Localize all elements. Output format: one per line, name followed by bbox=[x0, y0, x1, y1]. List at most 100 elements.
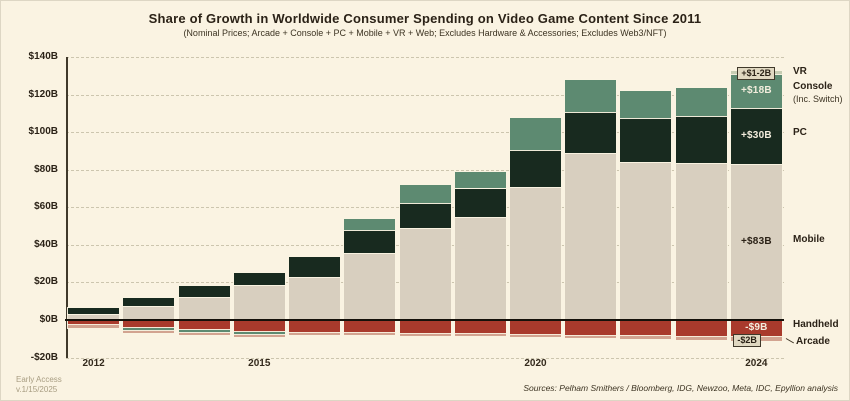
bar-2013-segment-arcade bbox=[123, 331, 175, 334]
bar-2012-segment-pc bbox=[68, 307, 120, 315]
bar-2017-segment-pc bbox=[344, 229, 396, 254]
bar-2023-segment-mobile bbox=[675, 163, 727, 320]
bar-2017-segment-console bbox=[344, 218, 396, 230]
bar-2023-segment-arcade bbox=[675, 336, 727, 340]
bar-2014-segment-arcade bbox=[178, 333, 230, 336]
bar-2020-segment-arcade bbox=[509, 335, 561, 337]
legend-label-vr: VR bbox=[793, 66, 807, 77]
bar-2015-segment-mobile bbox=[233, 285, 285, 320]
y-axis-label: $60B bbox=[34, 201, 58, 213]
bar-2016-segment-mobile bbox=[289, 276, 341, 320]
y-axis-label: $120B bbox=[28, 88, 58, 100]
bar-2022-segment-pc bbox=[620, 118, 672, 163]
bar-2016-segment-arcade bbox=[289, 333, 341, 336]
legend-sublabel-console: (Inc. Switch) bbox=[793, 94, 843, 104]
bar-2012-segment-arcade bbox=[68, 324, 120, 328]
bar-2020-segment-mobile bbox=[509, 186, 561, 320]
bar-2013-segment-handheld bbox=[123, 320, 175, 328]
bar-2019-segment-console bbox=[454, 171, 506, 189]
bar-2018-segment-handheld bbox=[399, 320, 451, 335]
y-axis-label: $0B bbox=[39, 314, 58, 325]
bar-2013-segment-console bbox=[123, 327, 175, 332]
bar-2021-segment-handheld bbox=[565, 320, 617, 336]
bar-2019-segment-mobile bbox=[454, 216, 506, 320]
bar-2019-segment-arcade bbox=[454, 334, 506, 336]
bar-2016-segment-handheld bbox=[289, 320, 341, 334]
bar-2022-segment-arcade bbox=[620, 335, 672, 339]
bar-2024-segment-pc bbox=[730, 107, 782, 165]
gridline-100 bbox=[66, 132, 784, 134]
bar-2014-segment-handheld bbox=[178, 320, 230, 331]
version-note-line1: Early Access bbox=[16, 375, 62, 384]
y-axis-label: $140B bbox=[28, 51, 58, 62]
bar-2019-segment-pc bbox=[454, 188, 506, 217]
x-axis-label-2012: 2012 bbox=[82, 358, 105, 369]
y-axis-label: $20B bbox=[34, 276, 58, 288]
bar-2018-segment-mobile bbox=[399, 227, 451, 320]
bar-2016-segment-pc bbox=[289, 257, 341, 277]
value-label-pc: +$30B bbox=[741, 129, 772, 141]
value-label-handheld: -$9B bbox=[745, 322, 768, 334]
bar-2023-segment-handheld bbox=[675, 320, 727, 337]
bar-2023-segment-console bbox=[675, 87, 727, 117]
legend-label-handheld: Handheld bbox=[793, 319, 839, 330]
version-note-line2: v.1/15/2025 bbox=[16, 385, 58, 394]
bar-2015-segment-handheld bbox=[233, 320, 285, 333]
y-axis-label: $40B bbox=[34, 238, 58, 250]
gridline--20 bbox=[66, 357, 784, 359]
gridline-140 bbox=[66, 57, 784, 58]
bar-2013-segment-pc bbox=[123, 298, 175, 306]
value-box-vr: +$1-2B bbox=[737, 67, 776, 81]
zero-baseline bbox=[65, 318, 784, 322]
sources-note: Sources: Pelham Smithers / Bloomberg, ID… bbox=[523, 383, 838, 393]
bar-2021-segment-console bbox=[565, 80, 617, 113]
legend-label-arcade: Arcade bbox=[796, 336, 830, 347]
bar-2020-segment-handheld bbox=[509, 320, 561, 336]
bar-2024-segment-mobile bbox=[730, 164, 782, 320]
chart-title: Share of Growth in Worldwide Consumer Sp… bbox=[148, 11, 702, 26]
bar-2012-segment-handheld bbox=[68, 320, 120, 325]
y-axis-label: -$20B bbox=[30, 351, 58, 363]
bar-2017-segment-mobile bbox=[344, 253, 396, 320]
chart-subtitle: (Nominal Prices; Arcade + Console + PC +… bbox=[183, 28, 667, 38]
bar-2020-segment-console bbox=[509, 118, 561, 150]
x-axis-label-2015: 2015 bbox=[248, 358, 271, 369]
bar-2017-segment-handheld bbox=[344, 320, 396, 334]
legend-label-pc: PC bbox=[793, 127, 807, 138]
y-axis-line bbox=[66, 57, 68, 358]
y-axis-label: $80B bbox=[34, 163, 58, 175]
bar-2013-segment-mobile bbox=[123, 305, 175, 320]
value-box-arcade: -$2B bbox=[733, 333, 761, 347]
bar-2019-segment-handheld bbox=[454, 320, 506, 335]
bar-2021-segment-mobile bbox=[565, 152, 617, 320]
bar-2021-segment-pc bbox=[565, 112, 617, 153]
y-axis-label: $100B bbox=[28, 126, 58, 138]
x-axis-label-2024: 2024 bbox=[745, 358, 768, 369]
bar-2014-segment-pc bbox=[178, 286, 230, 297]
bar-2018-segment-arcade bbox=[399, 334, 451, 336]
bar-2012-segment-mobile bbox=[68, 314, 120, 320]
bar-2018-segment-console bbox=[399, 184, 451, 203]
bar-2014-segment-console bbox=[178, 330, 230, 334]
bar-2023-segment-pc bbox=[675, 116, 727, 164]
bar-2024-segment-handheld bbox=[730, 320, 782, 337]
bar-2018-segment-pc bbox=[399, 202, 451, 228]
legend-label-console: Console (Inc. Switch) bbox=[793, 81, 843, 104]
bar-2015-segment-pc bbox=[233, 273, 285, 286]
bar-2015-segment-arcade bbox=[233, 335, 285, 337]
gridline-80 bbox=[66, 169, 784, 171]
bar-2022-segment-mobile bbox=[620, 162, 672, 320]
arcade-callout-line bbox=[785, 338, 795, 344]
value-label-mobile: +$83B bbox=[741, 236, 772, 248]
bar-2015-segment-console bbox=[233, 332, 285, 336]
bar-2014-segment-mobile bbox=[178, 296, 230, 320]
gridline-120 bbox=[66, 94, 784, 96]
bar-2020-segment-pc bbox=[509, 149, 561, 187]
legend-label-mobile: Mobile bbox=[793, 234, 825, 245]
bar-2022-segment-handheld bbox=[620, 320, 672, 336]
version-note: Early Access v.1/15/2025 bbox=[16, 375, 62, 395]
bar-2022-segment-console bbox=[620, 90, 672, 119]
bar-2021-segment-arcade bbox=[565, 335, 617, 338]
bar-2017-segment-arcade bbox=[344, 333, 396, 336]
